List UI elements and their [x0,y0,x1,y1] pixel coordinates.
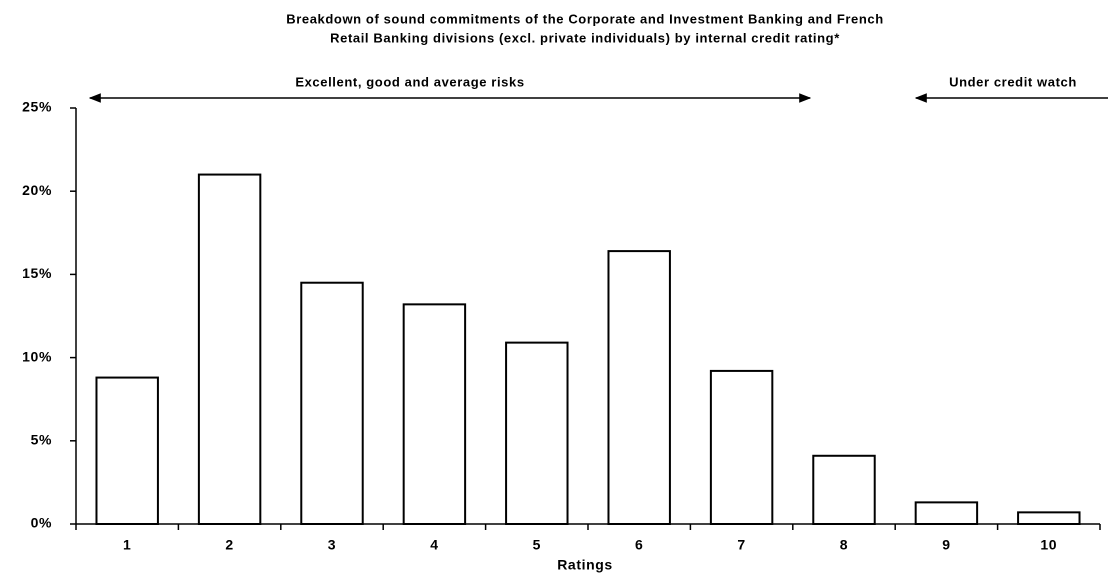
x-tick-label: 9 [942,537,950,553]
bar [300,281,364,525]
x-tick-label: 8 [840,537,848,553]
bar [95,376,159,525]
y-tick-label: 10% [22,348,52,364]
bar [709,369,774,525]
annotation: Excellent, good and average risks [295,74,524,89]
x-axis-label: Ratings [557,557,613,573]
y-tick-label: 15% [22,265,52,281]
bar [197,173,262,525]
bar [914,501,979,526]
annotation: Under credit watch [949,74,1077,89]
x-tick-label: 3 [328,537,336,553]
bar [607,250,671,525]
bar [1017,511,1081,525]
y-tick-label: 5% [31,432,52,448]
bar [812,454,876,525]
x-tick-label: 5 [533,537,541,553]
x-tick-label: 4 [430,537,438,553]
x-tick-label: 2 [225,537,233,553]
x-tick-label: 1 [123,537,131,553]
chart-title: Retail Banking divisions (excl. private … [330,30,840,45]
x-tick-label: 6 [635,537,643,553]
y-tick-label: 0% [31,515,52,531]
y-tick-label: 25% [22,99,52,115]
y-tick-label: 20% [22,182,52,198]
bar [505,341,569,525]
chart-title: Breakdown of sound commitments of the Co… [286,11,884,26]
bar [402,303,467,525]
x-tick-label: 7 [737,537,745,553]
x-tick-label: 10 [1040,537,1057,553]
